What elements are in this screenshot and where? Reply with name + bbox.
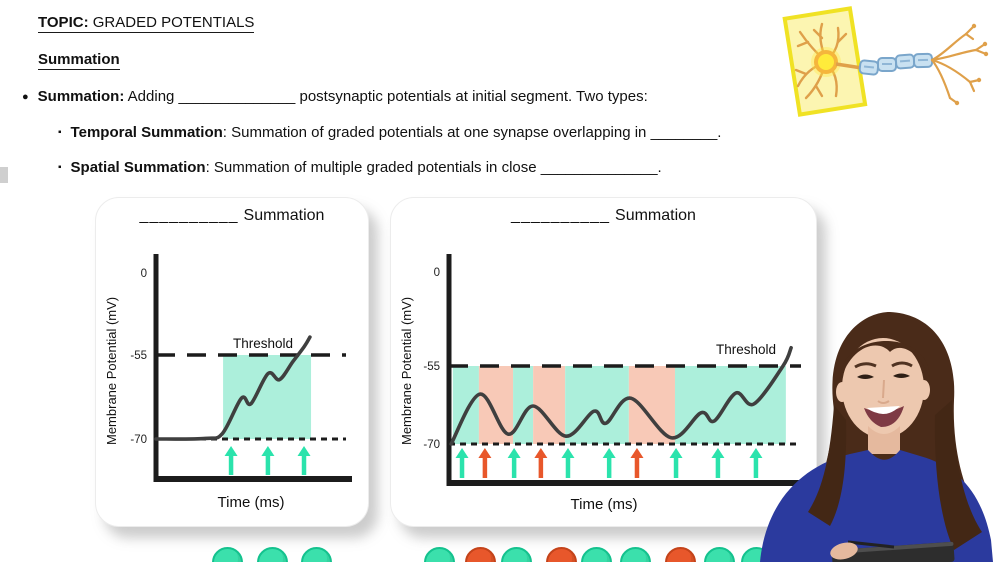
note-spatial-body: : Summation of multiple graded potential…: [205, 159, 662, 176]
stimulus-icon: [212, 547, 243, 562]
stimulus-icon: [301, 547, 332, 562]
dress: [760, 450, 993, 562]
note-summation: ● Summation: Adding ______________ postsy…: [22, 88, 648, 105]
stimulus-arrow-icon: [478, 448, 492, 458]
stimulus-icon: [501, 547, 532, 562]
axon-icon: [835, 62, 863, 70]
threshold-label: Threshold: [232, 336, 294, 351]
stimulus-arrow-icon: [455, 448, 469, 458]
stimulus-arrow-icon: [261, 446, 275, 456]
video-edge-artifact: [0, 167, 8, 183]
shaded-band: [223, 355, 312, 439]
title-blank: __________: [511, 207, 611, 224]
stimulus-icon: [704, 547, 735, 562]
teeth: [867, 406, 900, 414]
hand: [830, 542, 858, 560]
stimulus-icon: [581, 547, 612, 562]
x-axis-label: Time (ms): [217, 494, 285, 511]
eye-right: [893, 373, 910, 378]
note-temporal-body: : Summation of graded potentials at one …: [222, 124, 722, 141]
stimulus-arrow-icon: [711, 448, 725, 458]
stimulus-arrow-icon: [297, 446, 311, 456]
ear-right: [918, 380, 930, 400]
note-temporal: ▪ Temporal Summation: Summation of graded…: [58, 124, 721, 141]
hair-front-left: [808, 405, 847, 526]
stimulus-icon: [665, 547, 696, 562]
temporal-summation-panel: __________ Summation Membrane Potential (…: [95, 197, 369, 527]
eyebrow-left: [854, 362, 877, 369]
myelin-sheath-icon: [858, 52, 934, 76]
y-tick-label: -70: [423, 439, 440, 451]
title-text: Summation: [615, 207, 696, 224]
spatial-summation-chart: 0 -55 -70: [423, 254, 807, 486]
stimulus-arrow-icon: [224, 446, 238, 456]
stimulus-arrow-icon: [749, 448, 763, 458]
stimulus-arrow-icon: [669, 448, 683, 458]
stimulus-icon: [546, 547, 577, 562]
x-axis-label: Time (ms): [570, 496, 638, 513]
stimulus-arrow-icon: [507, 448, 521, 458]
square-bullet-icon: ▪: [58, 162, 62, 173]
chart-title: __________ Summation: [96, 207, 368, 225]
y-tick-label: 0: [141, 268, 147, 280]
ear-left: [836, 382, 848, 402]
shaded-band: [628, 366, 675, 444]
note-temporal-lead: Temporal Summation: [70, 124, 223, 141]
stimulus-arrow-icon: [602, 448, 616, 458]
y-tick-label: -70: [130, 434, 147, 446]
note-spatial: ▪ Spatial Summation: Summation of multipl…: [58, 159, 662, 176]
topic-label: TOPIC:: [38, 14, 89, 31]
neck: [868, 426, 900, 454]
pen: [847, 540, 895, 549]
stimulus-icon: [424, 547, 455, 562]
stimulus-arrow-icon: [630, 448, 644, 458]
note-spatial-lead: Spatial Summation: [70, 159, 206, 176]
stimulus-icon: [465, 547, 496, 562]
y-tick-label: -55: [130, 350, 147, 362]
presenter-illustration: [760, 312, 993, 562]
stimulus-icon: [257, 547, 288, 562]
square-bullet-icon: ▪: [58, 127, 62, 138]
chart-title: __________ Summation: [391, 207, 816, 225]
stimulus-arrow-icon: [561, 448, 575, 458]
temporal-summation-chart: 0 -55 -70: [130, 254, 352, 482]
title-text: Summation: [243, 207, 325, 224]
shaded-band: [478, 366, 514, 444]
threshold-label: Threshold: [715, 342, 777, 357]
stimulus-arrow-icon: [534, 448, 548, 458]
shaded-band: [674, 366, 786, 444]
y-tick-label: -55: [423, 361, 440, 373]
membrane-potential-curve: [449, 346, 793, 446]
note-summation-lead: Summation:: [37, 88, 125, 105]
membrane-potential-curve: [154, 335, 312, 441]
nose: [877, 379, 890, 404]
section-title: Summation: [38, 51, 120, 70]
title-blank: __________: [139, 207, 239, 224]
terminal-boutons-icon: [954, 23, 989, 106]
topic-line: TOPIC: GRADED POTENTIALS: [38, 14, 255, 33]
bullet-icon: ●: [22, 91, 29, 103]
neuron-icon: [782, 6, 989, 117]
eye-left: [857, 374, 874, 379]
neuron-illustration: [778, 4, 996, 120]
y-tick-label: 0: [434, 267, 440, 279]
spatial-summation-panel: __________ Summation Membrane Potential (…: [390, 197, 817, 527]
stimulus-icon: [620, 547, 651, 562]
note-summation-body: Adding ______________ postsynaptic poten…: [124, 88, 648, 105]
axon-terminals-icon: [930, 24, 988, 105]
presenter-video: [742, 300, 1000, 562]
eyebrow-right: [891, 361, 913, 368]
nucleus-icon: [818, 54, 834, 70]
hair-front-right: [934, 400, 982, 550]
topic-title: GRADED POTENTIALS: [88, 14, 255, 31]
